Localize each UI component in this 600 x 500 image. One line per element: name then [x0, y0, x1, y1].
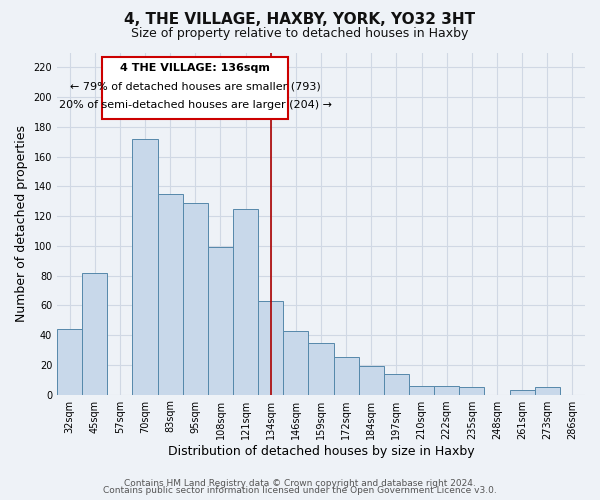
Text: Contains public sector information licensed under the Open Government Licence v3: Contains public sector information licen… — [103, 486, 497, 495]
X-axis label: Distribution of detached houses by size in Haxby: Distribution of detached houses by size … — [168, 444, 475, 458]
Bar — [183, 202, 208, 394]
Text: ← 79% of detached houses are smaller (793): ← 79% of detached houses are smaller (79… — [70, 82, 320, 92]
Bar — [57, 329, 82, 394]
Bar — [82, 272, 107, 394]
Bar — [459, 387, 484, 394]
Bar — [158, 194, 183, 394]
Bar — [359, 366, 384, 394]
Text: 4 THE VILLAGE: 136sqm: 4 THE VILLAGE: 136sqm — [121, 63, 270, 73]
Text: 20% of semi-detached houses are larger (204) →: 20% of semi-detached houses are larger (… — [59, 100, 332, 110]
Bar — [535, 387, 560, 394]
Bar — [233, 208, 258, 394]
Bar — [258, 301, 283, 394]
Text: Size of property relative to detached houses in Haxby: Size of property relative to detached ho… — [131, 28, 469, 40]
FancyBboxPatch shape — [102, 57, 289, 120]
Text: 4, THE VILLAGE, HAXBY, YORK, YO32 3HT: 4, THE VILLAGE, HAXBY, YORK, YO32 3HT — [124, 12, 476, 28]
Text: Contains HM Land Registry data © Crown copyright and database right 2024.: Contains HM Land Registry data © Crown c… — [124, 478, 476, 488]
Bar — [509, 390, 535, 394]
Bar — [384, 374, 409, 394]
Bar — [283, 330, 308, 394]
Bar — [308, 342, 334, 394]
Bar — [334, 358, 359, 395]
Bar — [133, 139, 158, 394]
Bar — [434, 386, 459, 394]
Bar — [208, 248, 233, 394]
Y-axis label: Number of detached properties: Number of detached properties — [15, 125, 28, 322]
Bar — [409, 386, 434, 394]
